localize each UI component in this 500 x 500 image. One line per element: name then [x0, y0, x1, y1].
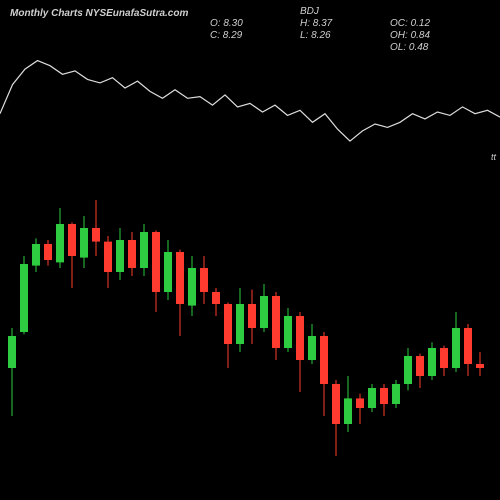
candle-up [308, 336, 316, 360]
candle-down [296, 316, 304, 360]
candle-down [356, 398, 364, 408]
candle-up [116, 240, 124, 272]
candle-up [428, 348, 436, 376]
candle-down [128, 240, 136, 268]
candle-up [80, 228, 88, 258]
candle-down [68, 224, 76, 256]
candle-up [56, 224, 64, 262]
high-label: H: [300, 18, 310, 29]
candle-down [92, 228, 100, 242]
ticker-symbol: BDJ [300, 6, 390, 17]
header: Monthly Charts NYSEunafaSutra.com BDJ O:… [0, 6, 500, 40]
candle-down [272, 296, 280, 348]
candle-up [284, 316, 292, 348]
candle-up [236, 304, 244, 344]
candle-down [224, 304, 232, 344]
candle-down [104, 242, 112, 272]
candle-up [368, 388, 376, 408]
line-chart: tt [0, 40, 500, 160]
candle-up [188, 268, 196, 306]
candle-up [392, 384, 400, 404]
candle-down [152, 232, 160, 292]
candle-down [476, 364, 484, 368]
stat-open: O: 8.30 [210, 18, 300, 29]
candle-down [320, 336, 328, 384]
candle-down [380, 388, 388, 404]
line-chart-svg [0, 40, 500, 160]
candle-up [344, 398, 352, 424]
tt-label: tt [491, 152, 496, 162]
oc-label: OC: [390, 18, 408, 29]
candle-down [440, 348, 448, 368]
chart-root: Monthly Charts NYSEunafaSutra.com BDJ O:… [0, 0, 500, 500]
oc-value: 0.12 [411, 18, 430, 29]
candle-down [332, 384, 340, 424]
candlestick-chart-svg [0, 180, 500, 500]
candle-up [452, 328, 460, 368]
candle-down [464, 328, 472, 364]
price-line [0, 61, 500, 142]
candle-up [140, 232, 148, 268]
open-label: O: [210, 18, 221, 29]
candle-down [176, 252, 184, 304]
candle-up [8, 336, 16, 368]
candle-down [248, 304, 256, 328]
candle-up [404, 356, 412, 384]
open-value: 8.30 [223, 18, 242, 29]
candle-up [32, 244, 40, 266]
candle-down [212, 292, 220, 304]
stat-oc: OC: 0.12 [390, 18, 480, 29]
high-value: 8.37 [313, 18, 332, 29]
candle-down [44, 244, 52, 260]
candle-down [200, 268, 208, 292]
candlestick-chart [0, 180, 500, 500]
candle-up [20, 264, 28, 332]
candle-up [164, 252, 172, 292]
candle-down [416, 356, 424, 376]
stat-high: H: 8.37 [300, 18, 390, 29]
candle-up [260, 296, 268, 328]
